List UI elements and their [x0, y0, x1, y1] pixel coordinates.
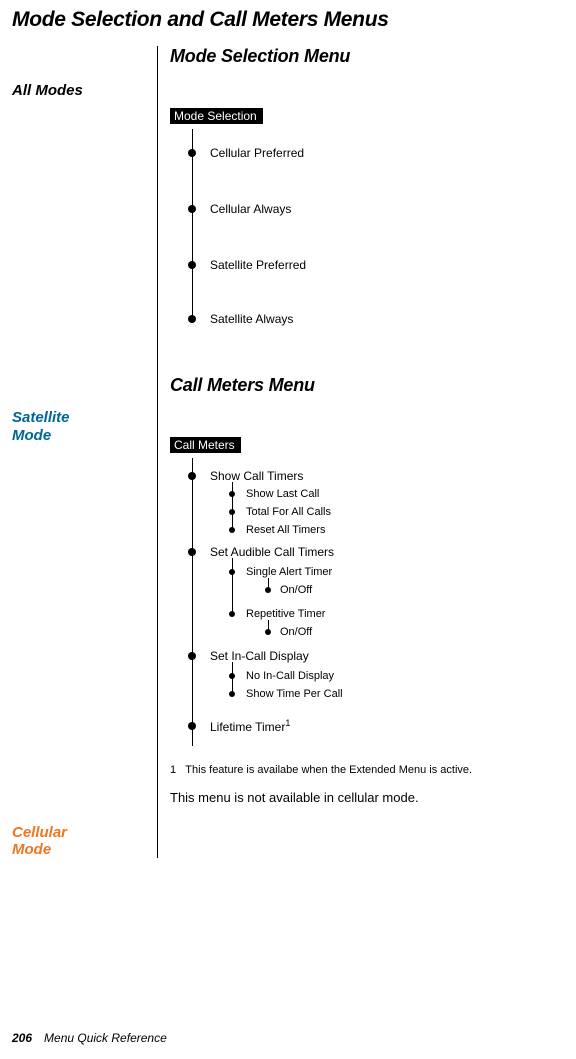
menu-header-mode-selection: Mode Selection: [170, 108, 263, 124]
footnote-text: This feature is availabe when the Extend…: [185, 764, 472, 776]
lifetime-label: Lifetime Timer: [210, 720, 285, 734]
section-title-mode-selection: Mode Selection Menu: [170, 46, 564, 67]
tree-subitem: Repetitive Timer: [246, 608, 325, 620]
footer-page-number: 206: [12, 1031, 32, 1045]
tree-subitem: Show Last Call: [246, 488, 319, 500]
tree-subsubitem: On/Off: [280, 584, 312, 596]
page-footer: 206 Menu Quick Reference: [12, 1031, 167, 1045]
mode-selection-tree: Cellular Preferred Cellular Always Satel…: [170, 129, 564, 339]
tree-item: Set Audible Call Timers: [210, 545, 334, 559]
tree-item: Cellular Always: [210, 202, 291, 216]
tree-subitem: No In-Call Display: [246, 670, 334, 682]
tree-item: Set In-Call Display: [210, 649, 309, 663]
side-label-satellite: SatelliteMode: [12, 409, 149, 444]
side-label-cellular: CellularMode: [12, 824, 149, 859]
tree-subitem: Single Alert Timer: [246, 566, 332, 578]
tree-item: Cellular Preferred: [210, 146, 304, 160]
page-title: Mode Selection and Call Meters Menus: [12, 8, 564, 32]
side-label-satellite-text: SatelliteMode: [12, 409, 70, 443]
footer-chapter: Menu Quick Reference: [44, 1031, 167, 1045]
tree-subitem: Show Time Per Call: [246, 688, 343, 700]
side-label-cellular-text: CellularMode: [12, 824, 67, 858]
tree-subitem: Total For All Calls: [246, 506, 331, 518]
lifetime-sup: 1: [285, 718, 290, 728]
tree-subitem: Reset All Timers: [246, 524, 325, 536]
cellular-mode-text: This menu is not available in cellular m…: [170, 790, 564, 805]
tree-item-lifetime: Lifetime Timer1: [210, 718, 290, 734]
tree-subsubitem: On/Off: [280, 626, 312, 638]
tree-item: Show Call Timers: [210, 469, 303, 483]
tree-item: Satellite Preferred: [210, 258, 306, 272]
footnote: 1 This feature is availabe when the Exte…: [170, 764, 564, 776]
tree-item: Satellite Always: [210, 312, 293, 326]
footnote-num: 1: [170, 764, 176, 776]
call-meters-tree: Show Call Timers Show Last Call Total Fo…: [170, 458, 564, 758]
section-title-call-meters: Call Meters Menu: [170, 375, 564, 396]
side-label-all-modes: All Modes: [12, 82, 149, 99]
menu-header-call-meters: Call Meters: [170, 437, 241, 453]
